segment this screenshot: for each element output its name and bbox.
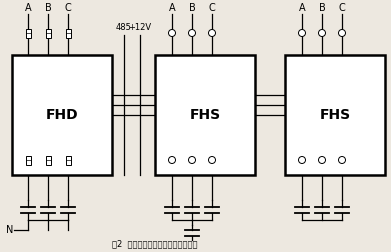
Bar — [285, 55, 385, 175]
Text: 图2  单相组、三相组复合开关接线图: 图2 单相组、三相组复合开关接线图 — [112, 239, 198, 248]
Circle shape — [208, 29, 215, 37]
Bar — [45, 155, 50, 165]
Circle shape — [319, 156, 325, 164]
Bar — [25, 28, 30, 38]
Text: C: C — [209, 3, 215, 13]
Text: FHS: FHS — [189, 108, 221, 122]
Circle shape — [208, 156, 215, 164]
Circle shape — [298, 29, 305, 37]
Circle shape — [298, 156, 305, 164]
Circle shape — [169, 156, 176, 164]
Bar — [66, 155, 70, 165]
Text: A: A — [169, 3, 175, 13]
Text: A: A — [25, 3, 31, 13]
Text: N: N — [6, 225, 14, 235]
Circle shape — [339, 156, 346, 164]
Text: 485: 485 — [116, 23, 132, 33]
Bar — [25, 155, 30, 165]
Text: B: B — [188, 3, 196, 13]
Text: B: B — [319, 3, 325, 13]
Text: +12V: +12V — [128, 23, 152, 33]
Circle shape — [319, 29, 325, 37]
Circle shape — [188, 156, 196, 164]
Text: A: A — [299, 3, 305, 13]
Text: C: C — [65, 3, 72, 13]
Bar — [12, 55, 112, 175]
Text: FHD: FHD — [46, 108, 78, 122]
Circle shape — [188, 29, 196, 37]
Circle shape — [169, 29, 176, 37]
Bar — [45, 28, 50, 38]
Bar — [66, 28, 70, 38]
Circle shape — [339, 29, 346, 37]
Bar — [155, 55, 255, 175]
Text: FHS: FHS — [319, 108, 351, 122]
Text: B: B — [45, 3, 51, 13]
Text: C: C — [339, 3, 345, 13]
